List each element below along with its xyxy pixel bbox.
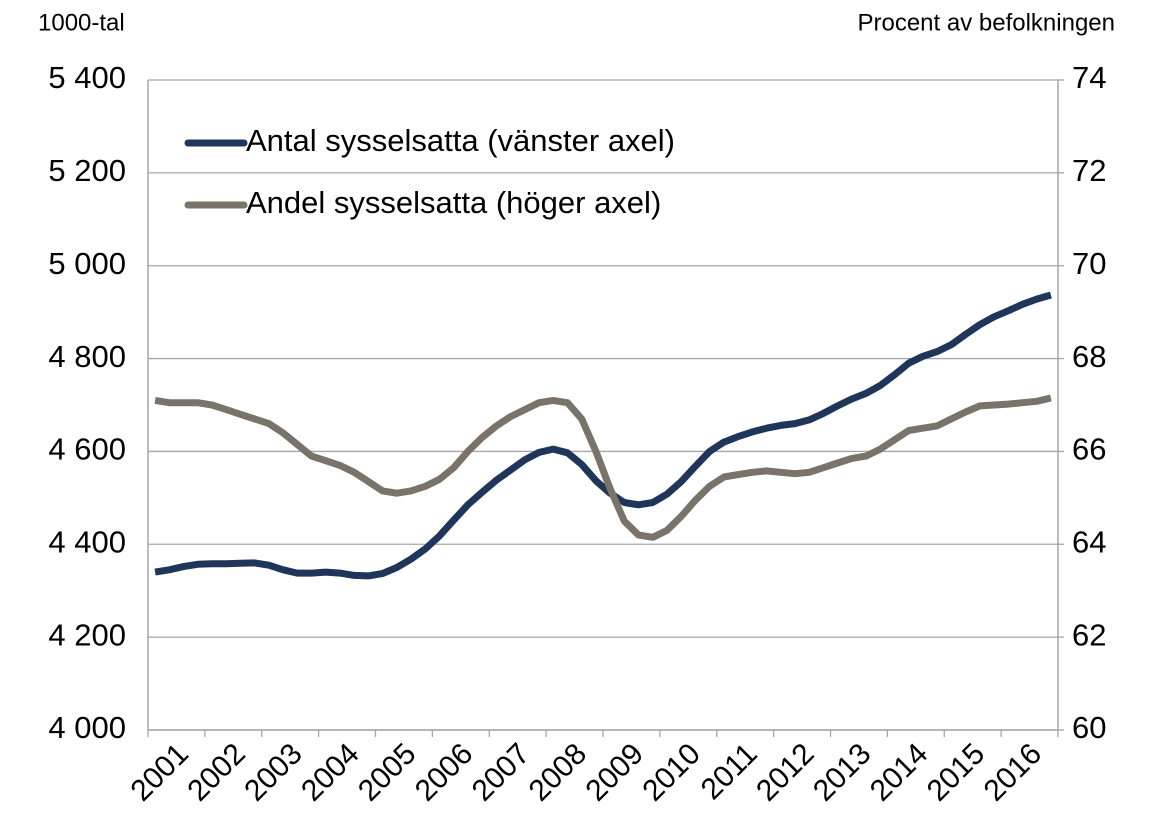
y-tick-label: 4 200 [48, 617, 126, 652]
y2-tick-label: 72 [1072, 153, 1106, 188]
x-tick-label: 2014 [864, 737, 935, 808]
x-tick-label: 2002 [181, 737, 252, 808]
y2-tick-label: 60 [1072, 710, 1106, 745]
x-tick-label: 2011 [695, 737, 764, 806]
y2-tick-label: 74 [1072, 60, 1106, 95]
y-tick-label: 4 400 [48, 524, 126, 559]
x-tick-label: 2012 [750, 737, 821, 808]
x-tick-label: 2008 [523, 737, 594, 808]
y-tick-label: 4 000 [48, 710, 126, 745]
y2-tick-label: 64 [1072, 524, 1106, 559]
series-line [154, 394, 1052, 541]
x-tick-label: 2001 [124, 737, 195, 808]
y-tick-label: 5 400 [48, 60, 126, 95]
y2-axis-title: Procent av befolkningen [857, 9, 1115, 36]
y2-tick-label: 62 [1072, 617, 1106, 652]
x-tick-label: 2003 [238, 737, 309, 808]
legend-label: Andel sysselsatta (höger axel) [246, 185, 661, 220]
y-tick-label: 4 600 [48, 432, 126, 467]
x-tick-label: 2009 [579, 737, 650, 808]
y2-tick-label: 68 [1072, 339, 1106, 374]
y-axis-title: 1000-tal [38, 9, 125, 36]
x-tick-label: 2006 [409, 737, 480, 808]
y2-tick-label: 66 [1072, 432, 1106, 467]
series-line [154, 291, 1052, 580]
y-tick-label: 4 800 [48, 339, 126, 374]
x-tick-label: 2004 [295, 737, 366, 808]
y-tick-label: 5 000 [48, 246, 126, 281]
x-tick-label: 2013 [807, 737, 878, 808]
x-tick-label: 2007 [466, 737, 537, 808]
x-tick-label: 2010 [636, 737, 707, 808]
y-tick-label: 5 200 [48, 153, 126, 188]
x-tick-label: 2005 [352, 737, 423, 808]
y2-tick-label: 70 [1072, 246, 1106, 281]
legend-label: Antal sysselsatta (vänster axel) [246, 123, 675, 158]
x-tick-label: 2015 [921, 737, 992, 808]
x-tick-label: 2016 [978, 737, 1049, 808]
